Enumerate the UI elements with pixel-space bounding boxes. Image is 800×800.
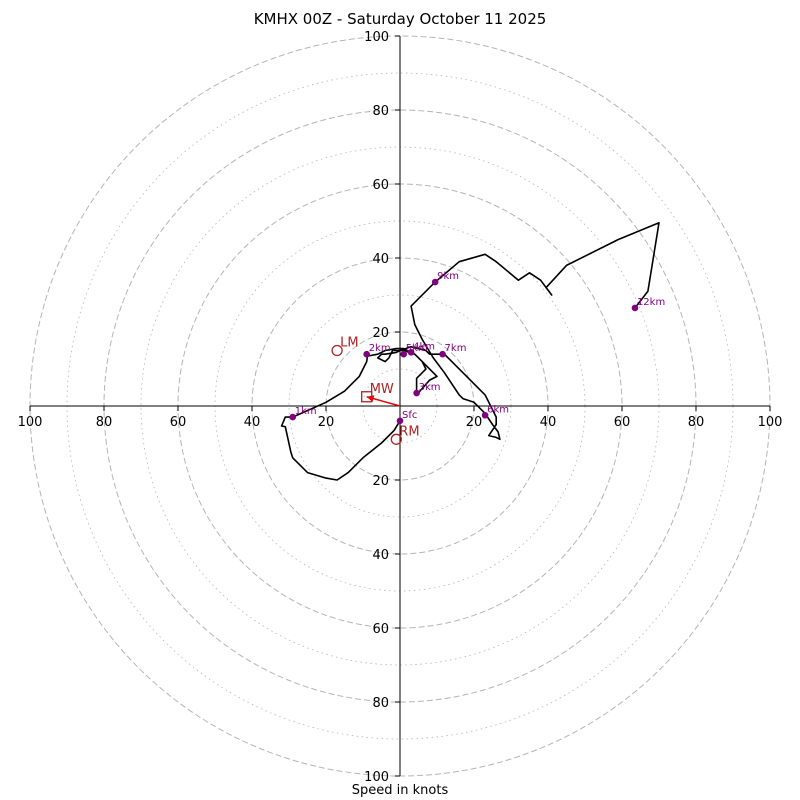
height-point-1km [289, 413, 297, 421]
height-label-4km: 4km [413, 341, 435, 352]
lm-label: LM [340, 336, 358, 351]
y-tick-label: 60 [372, 178, 389, 193]
y-tick-label: 40 [372, 252, 389, 267]
y-tick-label: 60 [372, 622, 389, 637]
rm-label: RM [399, 424, 419, 439]
height-label-7km: 7km [445, 343, 467, 354]
height-label-12km: 12km [637, 297, 665, 308]
height-point-4km [407, 349, 415, 356]
height-point-5km [400, 350, 408, 358]
lm-marker [331, 344, 343, 357]
height-label-3km: 3km [419, 382, 441, 393]
x-tick-label: 20 [318, 415, 335, 430]
x-tick-label: 100 [18, 415, 43, 430]
x-axis-label: Speed in knots [351, 783, 449, 798]
rm-marker [390, 433, 402, 445]
y-tick-label: 100 [364, 30, 389, 45]
mw-marker [361, 391, 373, 403]
height-point-sfc [396, 417, 404, 425]
height-point-2km [363, 350, 371, 358]
x-tick-label: 40 [540, 415, 557, 430]
y-tick-label: 80 [372, 104, 389, 119]
x-tick-label: 80 [688, 415, 705, 430]
y-tick-label: 20 [372, 474, 389, 489]
height-label-sfc: Sfc [402, 410, 417, 421]
x-tick-label: 60 [614, 415, 631, 430]
y-tick-label: 40 [372, 548, 389, 563]
height-label-6km: 6km [487, 404, 509, 415]
x-tick-label: 40 [244, 415, 261, 430]
height-point-9km [431, 278, 439, 286]
x-tick-label: 20 [466, 415, 483, 430]
height-label-1km: 1km [295, 406, 317, 417]
storm-motion-arrowhead [366, 395, 375, 402]
height-label-9km: 9km [437, 271, 459, 282]
y-tick-label: 100 [364, 770, 389, 785]
height-point-7km [439, 350, 446, 358]
x-tick-label: 100 [758, 415, 783, 430]
x-tick-label: 60 [170, 415, 187, 430]
x-tick-label: 80 [96, 415, 113, 430]
mw-label: MW [370, 382, 394, 397]
chart-title: KMHX 00Z - Saturday October 11 2025 [253, 10, 547, 28]
y-tick-label: 20 [372, 326, 389, 341]
y-tick-label: 80 [372, 696, 389, 711]
height-point-3km [413, 389, 420, 397]
height-point-12km [631, 304, 639, 312]
height-point-6km [481, 411, 489, 419]
hodograph-trace [280, 222, 660, 481]
height-label-5km: 5km [406, 343, 428, 354]
height-label-2km: 2km [369, 343, 391, 354]
